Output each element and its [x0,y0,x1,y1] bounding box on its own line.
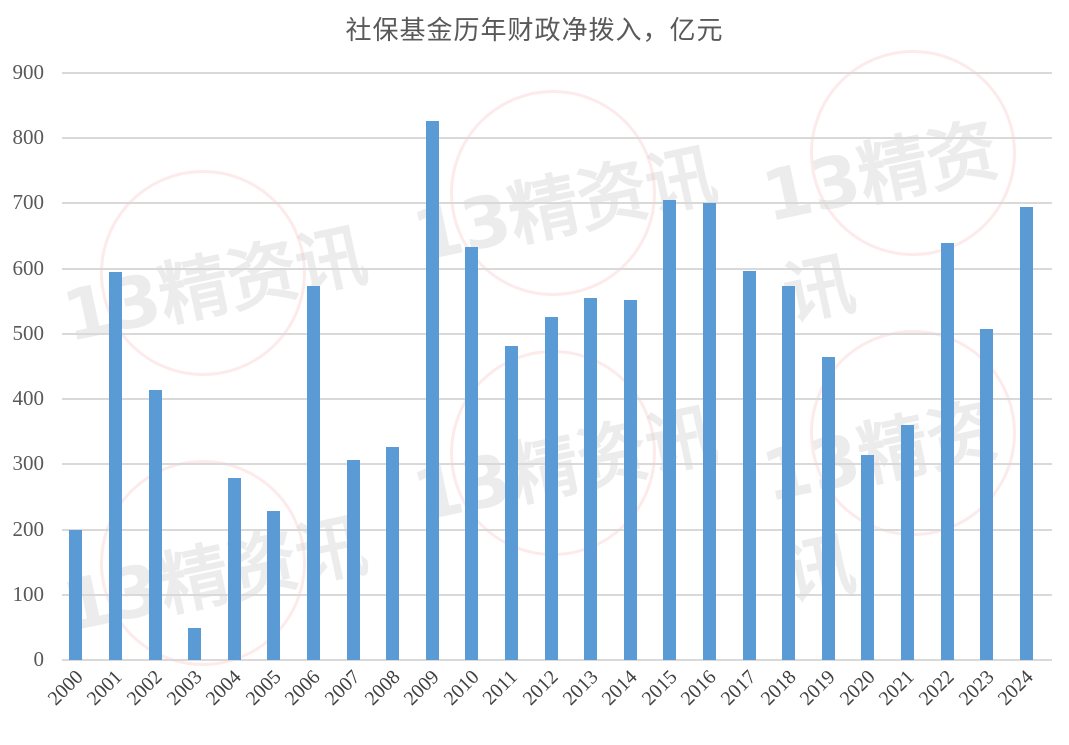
x-tick-label: 2000 [43,666,88,710]
bar-2022 [940,242,954,660]
gridline [62,72,1052,74]
y-tick-label: 700 [12,190,45,215]
bar-2015 [663,199,677,660]
bar-2012 [544,316,558,660]
bar-2020 [861,455,875,660]
bar-2023 [980,329,994,660]
x-tick-label: 2001 [83,666,127,710]
x-tick-label: 2006 [281,666,325,710]
bar-2003 [188,628,202,660]
bar-2014 [623,299,637,660]
x-tick-label: 2013 [558,666,603,710]
y-tick-label: 300 [12,451,45,476]
y-tick-label: 500 [12,320,45,345]
x-tick-label: 2003 [162,666,207,710]
x-tick-label: 2023 [954,666,999,710]
x-tick-label: 2022 [914,666,959,710]
x-tick-label: 2010 [439,666,484,710]
y-tick-label: 900 [12,60,45,84]
x-tick-label: 2009 [399,666,444,710]
bar-2010 [465,246,479,660]
x-tick-label: 2002 [122,666,167,710]
x-tick-label: 2024 [993,666,1038,710]
x-tick-label: 2007 [320,666,365,710]
plot-area [62,72,1052,661]
bar-2008 [386,447,400,660]
x-tick-label: 2008 [360,666,405,710]
bar-2017 [742,270,756,660]
y-tick-label: 800 [12,125,45,150]
x-tick-label: 2021 [875,666,919,710]
x-tick-label: 2004 [201,666,246,710]
x-tick-label: 2016 [677,666,721,710]
gridline [62,267,1052,270]
x-tick-label: 2019 [795,666,840,710]
x-tick-label: 2014 [597,666,642,710]
gridline [62,202,1052,205]
bar-2001 [108,271,122,660]
x-tick-label: 2011 [478,666,523,710]
bar-2004 [227,478,241,660]
x-tick-label: 2020 [835,666,880,710]
gridline [62,137,1052,140]
bar-2016 [702,203,716,660]
bar-2018 [782,286,796,660]
y-tick-label: 600 [12,255,45,280]
gridline [62,659,1052,661]
y-tick-label: 100 [12,581,45,606]
bar-2005 [267,511,281,660]
y-tick-label: 0 [33,647,45,671]
bar-2021 [900,424,914,660]
bar-2000 [69,529,83,660]
x-tick-label: 2017 [716,666,761,710]
bar-2009 [425,121,439,660]
bar-2011 [504,345,518,660]
bar-2002 [148,389,162,660]
y-tick-label: 400 [12,386,45,411]
bar-2007 [346,459,360,660]
bar-2013 [584,298,598,660]
bar-2006 [306,285,320,660]
x-tick-label: 2005 [241,666,286,710]
x-tick-label: 2015 [637,666,682,710]
y-tick-label: 200 [12,516,45,541]
chart-title: 社保基金历年财政净拨入，亿元 [345,16,724,46]
bar-2019 [821,357,835,660]
x-tick-label: 2012 [518,666,563,710]
x-tick-label: 2018 [756,666,801,710]
bar-2024 [1019,206,1033,660]
